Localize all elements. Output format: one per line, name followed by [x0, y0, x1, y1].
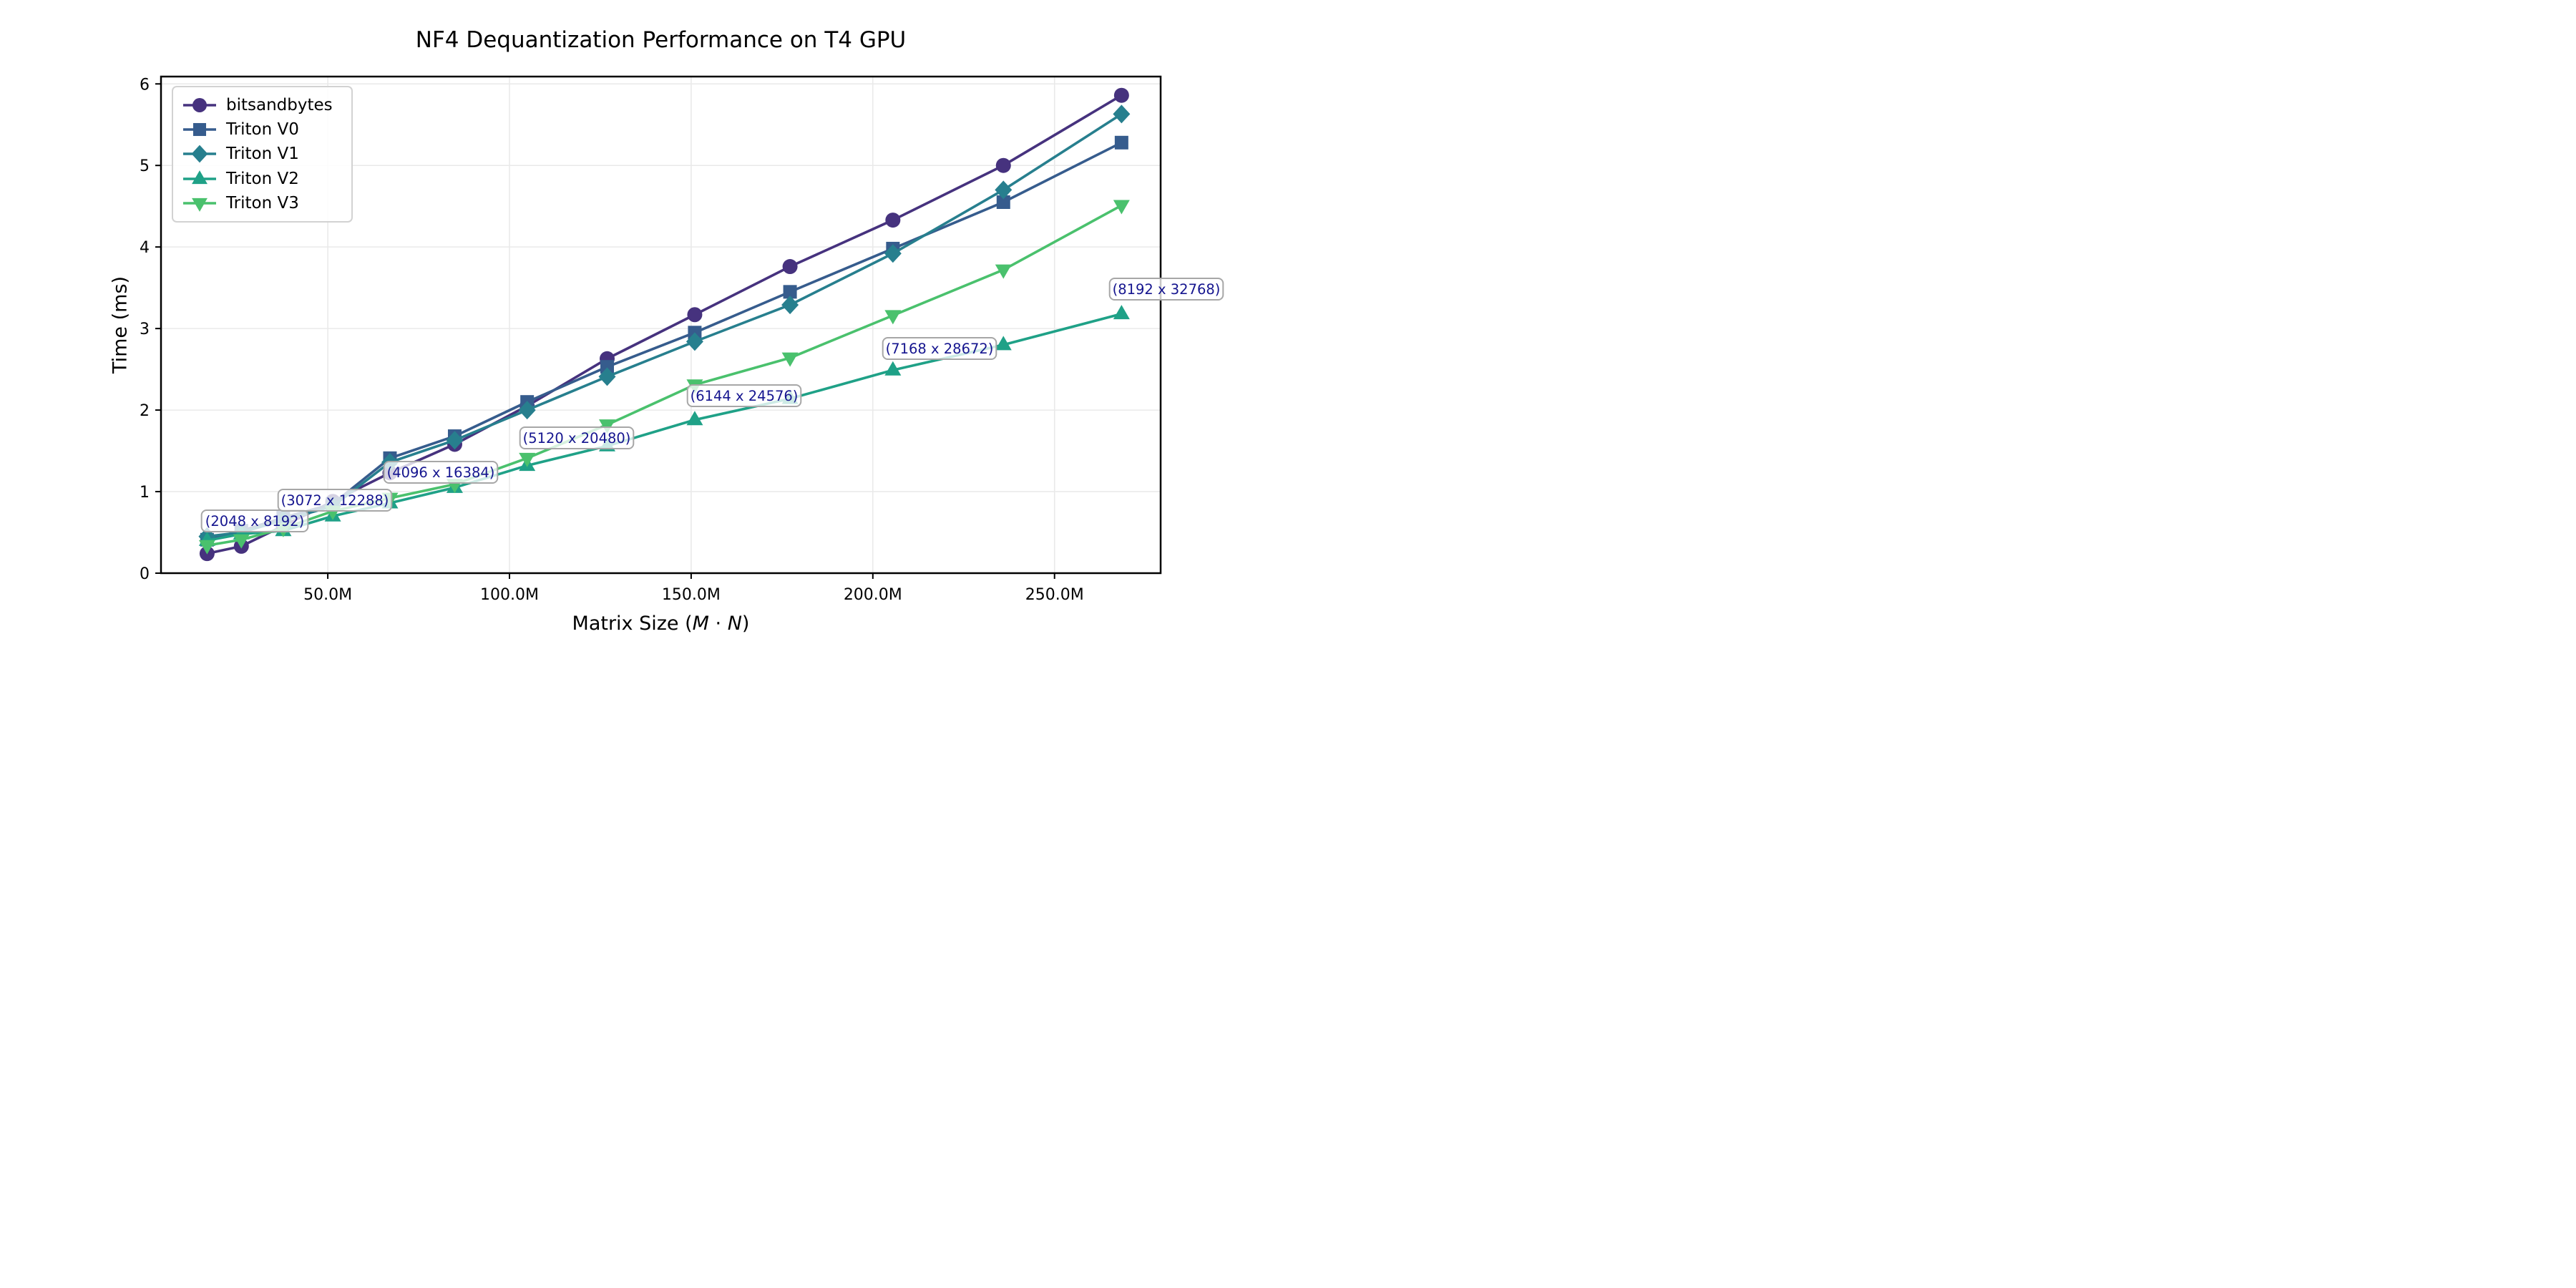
annotation-box	[519, 426, 635, 449]
annotation-box	[1108, 278, 1224, 301]
annotation-box	[686, 384, 802, 407]
marker-triton-v0	[783, 285, 797, 299]
legend-marker-glyph	[192, 98, 207, 113]
marker-triton-v3	[995, 264, 1012, 279]
x-tick-label: 100.0M	[480, 586, 539, 604]
legend-marker-glyph	[191, 145, 208, 163]
legend-marker-triangle-up-icon	[183, 170, 216, 184]
marker-triton-v3	[519, 452, 536, 467]
annotation-box	[200, 509, 309, 532]
marker-triton-v3	[884, 310, 902, 325]
annotation-box	[882, 337, 997, 360]
marker-triton-v1	[518, 401, 536, 420]
marker-bitsandbytes	[687, 307, 703, 323]
marker-triton-v1	[446, 431, 464, 450]
x-axis-label-var-m: M	[692, 613, 709, 635]
annotation-box	[277, 489, 393, 512]
x-axis-label-text: Matrix Size (	[572, 613, 693, 635]
legend-label: Triton V0	[226, 120, 299, 140]
annotation-label: (5120 x 20480)	[523, 430, 631, 447]
x-tick-label: 150.0M	[662, 586, 721, 604]
figure: NF4 Dequantization Performance on T4 GPU…	[0, 0, 1288, 644]
legend-entry-triton-v3: Triton V3	[182, 191, 343, 215]
marker-triton-v3	[1113, 200, 1130, 215]
annotation-label: (4096 x 16384)	[387, 464, 495, 481]
marker-triton-v3	[781, 352, 799, 367]
annotation-label: (2048 x 8192)	[205, 513, 304, 530]
legend-marker-glyph	[192, 197, 208, 212]
legend-label: Triton V2	[226, 169, 299, 188]
marker-triton-v1	[598, 367, 616, 386]
legend-marker-square-icon	[183, 123, 216, 137]
legend-marker-triangle-down-icon	[183, 197, 216, 212]
x-tick-label: 50.0M	[303, 586, 352, 604]
marker-triton-v2	[686, 411, 703, 426]
annotation-box	[383, 461, 499, 484]
marker-triton-v3	[233, 534, 250, 549]
marker-triton-v1	[995, 180, 1013, 200]
y-tick-label: 3	[140, 321, 150, 338]
y-tick-label: 2	[140, 402, 150, 420]
marker-triton-v0	[996, 195, 1010, 209]
legend-entry-triton-v0: Triton V0	[182, 117, 343, 142]
marker-triton-v1	[1113, 104, 1131, 124]
legend-marker-glyph	[192, 170, 208, 184]
legend-marker-circle-icon	[183, 98, 216, 113]
annotation-label: (7168 x 28672)	[886, 341, 994, 357]
marker-triton-v0	[600, 360, 614, 374]
legend-entry-triton-v2: Triton V2	[182, 167, 343, 191]
legend-entry-bitsandbytes: bitsandbytes	[182, 93, 343, 117]
legend-marker-glyph	[192, 123, 207, 137]
marker-triton-v3	[198, 540, 215, 555]
legend: bitsandbytes Triton V0 Triton V1 Triton V2 T…	[172, 86, 353, 223]
legend-entry-triton-v1: Triton V1	[182, 142, 343, 166]
y-tick-label: 1	[140, 484, 150, 502]
marker-triton-v2	[1113, 305, 1130, 320]
annotation-label: (3072 x 12288)	[281, 492, 389, 509]
marker-triton-v0	[1114, 135, 1128, 150]
marker-bitsandbytes	[995, 157, 1011, 173]
legend-label: Triton V3	[226, 193, 299, 213]
y-tick-label: 4	[140, 239, 150, 257]
axes-frame	[160, 75, 1162, 575]
marker-bitsandbytes	[782, 259, 798, 275]
y-tick-label: 0	[140, 565, 150, 583]
y-tick-label: 5	[140, 157, 150, 175]
marker-bitsandbytes	[1113, 87, 1129, 103]
legend-label: Triton V1	[226, 145, 299, 164]
chart-title: NF4 Dequantization Performance on T4 GPU	[415, 27, 907, 53]
x-tick-label: 250.0M	[1025, 586, 1084, 604]
x-axis-label-var-n: N	[727, 613, 742, 635]
marker-triton-v1	[884, 244, 902, 263]
x-axis-label: Matrix Size (M · N)	[161, 613, 1161, 635]
x-axis-label-dot: ·	[708, 613, 728, 635]
x-tick-label: 200.0M	[844, 586, 902, 604]
x-axis-label-close: )	[741, 613, 750, 635]
annotation-label: (6144 x 24576)	[691, 388, 799, 404]
marker-triton-v2	[884, 361, 902, 376]
legend-marker-diamond-icon	[183, 145, 216, 163]
marker-triton-v1	[781, 296, 799, 315]
marker-triton-v2	[995, 336, 1012, 351]
marker-triton-v1	[686, 332, 703, 351]
annotation-label: (8192 x 32768)	[1113, 281, 1221, 298]
legend-label: bitsandbytes	[226, 96, 333, 115]
y-tick-label: 6	[140, 76, 150, 94]
marker-bitsandbytes	[885, 213, 901, 228]
chart-plot-area: 50.0M 100.0M 150.0M 200.0M 250.0M 0 1 2 3 4 5 6 (204…	[140, 75, 1224, 604]
